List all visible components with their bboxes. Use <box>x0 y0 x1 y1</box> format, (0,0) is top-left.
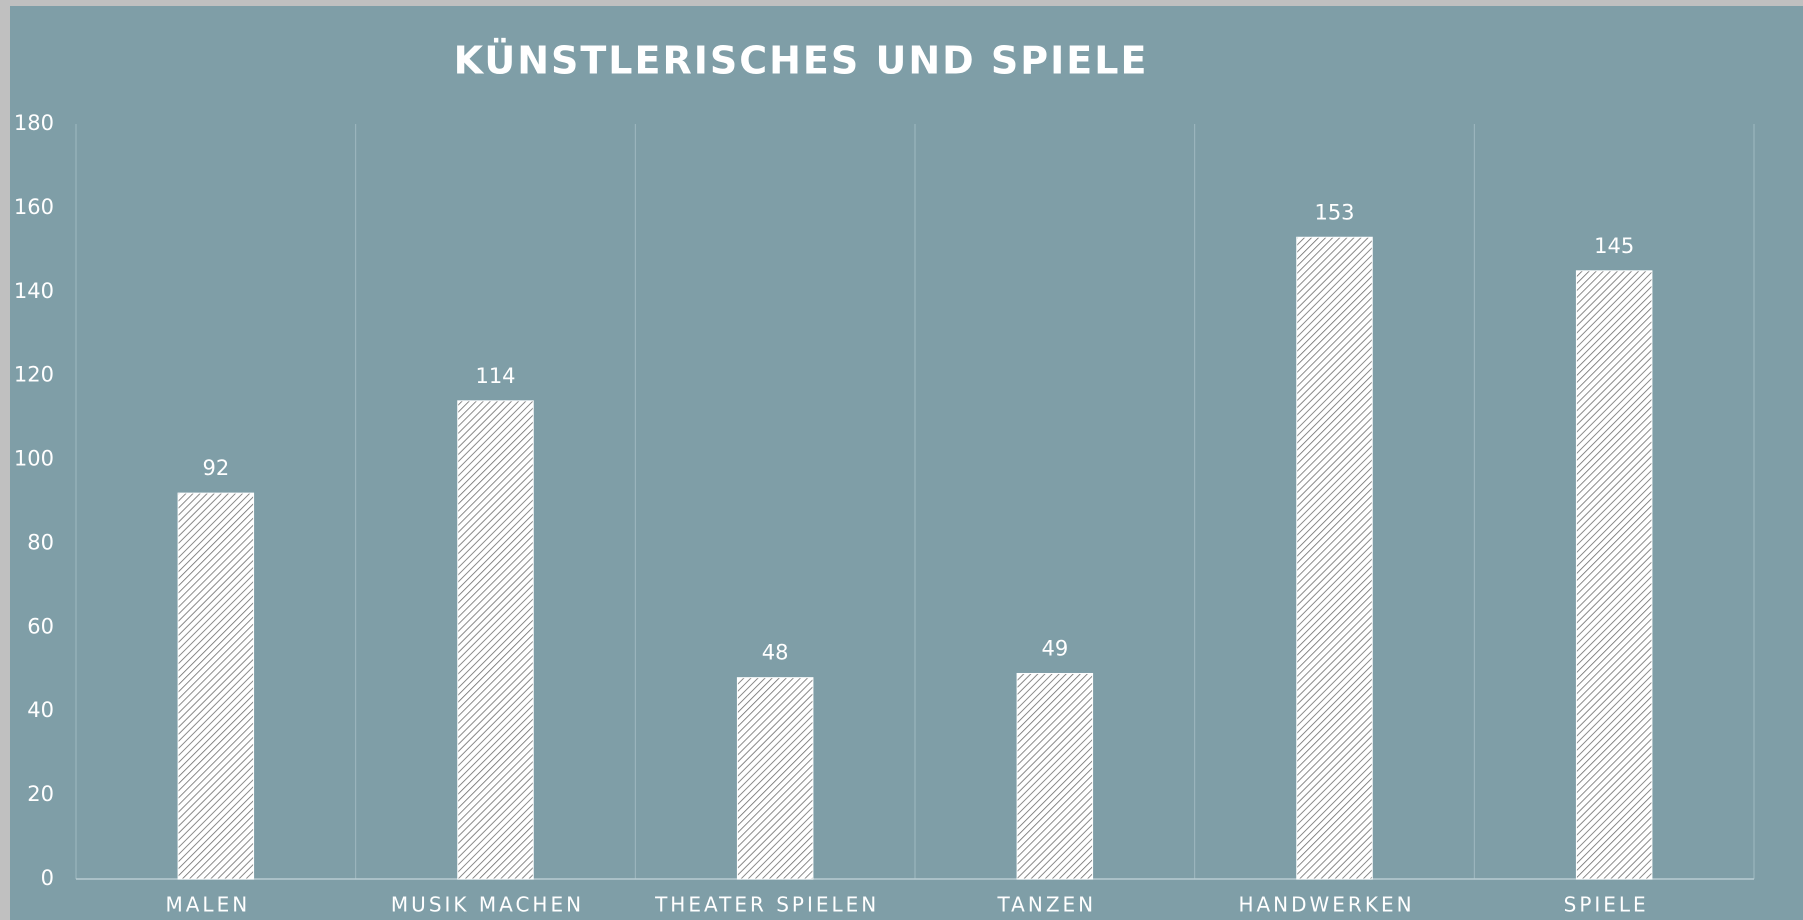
x-tick-label: SPIELE <box>1564 893 1649 917</box>
y-tick-label: 100 <box>14 447 54 471</box>
y-tick-label: 20 <box>27 782 54 806</box>
data-label: 153 <box>1314 200 1354 224</box>
x-tick-label: HANDWERKEN <box>1238 893 1414 917</box>
y-tick-label: 0 <box>41 866 54 890</box>
data-label: 49 <box>1041 636 1068 660</box>
data-label: 114 <box>475 364 515 388</box>
bar <box>736 677 814 880</box>
x-tick-label: THEATER SPIELEN <box>654 893 879 917</box>
y-tick-label: 160 <box>14 195 54 219</box>
y-tick-label: 140 <box>14 279 54 303</box>
bar <box>177 492 255 880</box>
x-tick-label: MUSIK MACHEN <box>391 893 584 917</box>
data-label: 92 <box>202 456 229 480</box>
y-tick-label: 180 <box>14 111 54 135</box>
x-tick-label: TANZEN <box>997 893 1097 917</box>
bar <box>457 400 534 880</box>
data-label: 48 <box>762 641 789 665</box>
bar <box>1575 270 1653 880</box>
chart-background <box>10 6 1803 920</box>
bar <box>1296 236 1373 880</box>
y-tick-label: 120 <box>14 363 54 387</box>
data-label: 145 <box>1594 234 1634 258</box>
y-tick-label: 40 <box>27 698 54 722</box>
y-tick-label: 80 <box>27 530 54 554</box>
x-tick-label: MALEN <box>165 893 250 917</box>
y-tick-label: 60 <box>27 614 54 638</box>
bar <box>1016 672 1094 880</box>
chart-title: KÜNSTLERISCHES UND SPIELE <box>454 39 1149 83</box>
